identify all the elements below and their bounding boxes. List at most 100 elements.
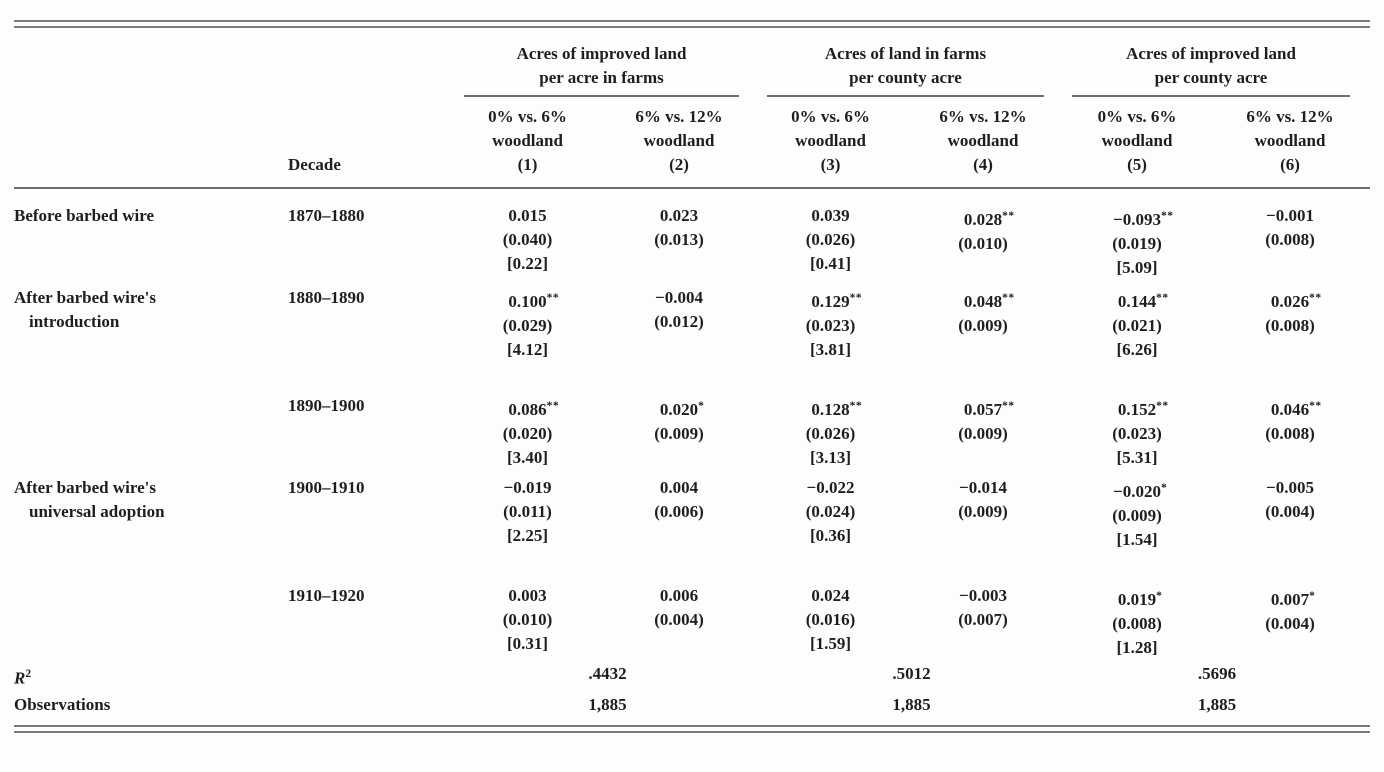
- coefficient: 0.026: [1270, 292, 1310, 311]
- standard-error: (0.016): [805, 610, 856, 629]
- estimate-cell: 0.024 (0.016) [1.59]: [759, 552, 902, 660]
- standard-error: (0.008): [1265, 424, 1315, 443]
- group-title-line1: Acres of improved land: [516, 44, 687, 63]
- t-statistic: [0.31]: [506, 634, 549, 653]
- group-title-line2: per acre in farms: [539, 68, 664, 87]
- group-title-line2: per county acre: [1154, 68, 1268, 87]
- coefficient: 0.144: [1117, 292, 1157, 311]
- column-header-1: 0% vs. 6% woodland (1): [456, 97, 599, 189]
- column-contrast: 0% vs. 6%: [791, 107, 870, 126]
- estimate-cell: −0.004 (0.012): [599, 280, 759, 362]
- standard-error: (0.020): [502, 424, 553, 443]
- column-number: (5): [1127, 155, 1147, 174]
- row-label-line1: Before barbed wire: [14, 206, 155, 225]
- coefficient: 0.048: [963, 292, 1003, 311]
- coefficient: −0.019: [503, 478, 552, 497]
- empty-header-cell: [14, 28, 288, 97]
- column-variable: woodland: [1101, 131, 1173, 150]
- row-label-line1: After barbed wire's: [14, 478, 156, 497]
- estimate-cell: −0.019 (0.011) [2.25]: [456, 470, 599, 552]
- standard-error: (0.013): [654, 230, 704, 249]
- standard-error: (0.004): [1265, 502, 1315, 521]
- coefficient: −0.005: [1266, 478, 1314, 497]
- estimate-cell: −0.001 (0.008): [1210, 188, 1370, 280]
- t-statistic: [0.36]: [809, 526, 852, 545]
- estimate-cell: 0.152** (0.023) [5.31]: [1064, 362, 1210, 470]
- estimate-cell: 0.100** (0.029) [4.12]: [456, 280, 599, 362]
- t-statistic: [0.41]: [809, 254, 852, 273]
- coefficient: 0.152: [1117, 400, 1157, 419]
- column-header-4: 6% vs. 12% woodland (4): [902, 97, 1064, 189]
- column-header-5: 0% vs. 6% woodland (5): [1064, 97, 1210, 189]
- column-variable: woodland: [1254, 131, 1326, 150]
- table-row-1900-1910: After barbed wire's universal adoption 1…: [14, 470, 1370, 552]
- standard-error: (0.009): [958, 316, 1008, 335]
- column-number: (1): [517, 155, 538, 174]
- column-variable: woodland: [492, 131, 563, 150]
- group-header-improved-per-farm-acre: Acres of improved land per acre in farms: [456, 28, 759, 97]
- standard-error: (0.010): [958, 234, 1008, 253]
- estimate-cell: 0.129** (0.023) [3.81]: [759, 280, 902, 362]
- estimate-cell: −0.003 (0.007): [902, 552, 1064, 660]
- standard-error: (0.029): [502, 316, 553, 335]
- estimate-cell: 0.048** (0.009): [902, 280, 1064, 362]
- estimate-cell: 0.144** (0.021) [6.26]: [1064, 280, 1210, 362]
- empty-header-cell: [288, 28, 456, 97]
- standard-error: (0.004): [1265, 614, 1315, 633]
- column-number: (6): [1280, 155, 1300, 174]
- coefficient: 0.129: [811, 292, 850, 311]
- t-statistic: [5.31]: [1116, 448, 1158, 467]
- column-contrast: 6% vs. 12%: [635, 107, 723, 126]
- column-header-row: Decade 0% vs. 6% woodland (1) 6% vs. 12%…: [14, 97, 1370, 189]
- coefficient: 0.019: [1117, 590, 1157, 609]
- decade-value: 1880–1890: [288, 288, 365, 307]
- table-bottom-rule: [14, 724, 1370, 733]
- table-row-1890-1900: 1890–1900 0.086** (0.020) [3.40] 0.020* …: [14, 362, 1370, 470]
- coefficient: 0.020: [659, 400, 699, 419]
- observations-label: Observations: [14, 694, 111, 714]
- column-contrast: 0% vs. 6%: [1097, 107, 1177, 126]
- estimate-cell: −0.022 (0.024) [0.36]: [759, 470, 902, 552]
- row-label: [14, 362, 288, 470]
- regression-table-container: Acres of improved land per acre in farms…: [14, 20, 1370, 733]
- estimate-cell: −0.005 (0.004): [1210, 470, 1370, 552]
- r-squared-row: R2 .4432 .5012 .5696: [14, 660, 1370, 691]
- group-title-line1: Acres of land in farms: [824, 44, 987, 63]
- empty-header-cell: [14, 97, 288, 189]
- coefficient: 0.046: [1270, 400, 1310, 419]
- standard-error: (0.009): [958, 502, 1008, 521]
- standard-error: (0.026): [805, 424, 856, 443]
- estimate-cell: −0.093** (0.019) [5.09]: [1064, 188, 1210, 280]
- standard-error: (0.021): [1112, 316, 1162, 335]
- estimate-cell: 0.019* (0.008) [1.28]: [1064, 552, 1210, 660]
- column-header-3: 0% vs. 6% woodland (3): [759, 97, 902, 189]
- standard-error: (0.009): [1112, 506, 1162, 525]
- group-header-improved-per-county-acre: Acres of improved land per county acre: [1064, 28, 1370, 97]
- t-statistic: [2.25]: [506, 526, 549, 545]
- estimate-cell: −0.020* (0.009) [1.54]: [1064, 470, 1210, 552]
- coefficient: −0.020: [1113, 482, 1161, 501]
- standard-error: (0.023): [805, 316, 856, 335]
- estimate-cell: 0.006 (0.004): [599, 552, 759, 660]
- estimate-cell: 0.046** (0.008): [1210, 362, 1370, 470]
- row-label-line1: After barbed wire's: [14, 288, 156, 307]
- table-row-1910-1920: 1910–1920 0.003 (0.010) [0.31] 0.006 (0.…: [14, 552, 1370, 660]
- coefficient: 0.006: [659, 586, 699, 605]
- table-row-1880-1890: After barbed wire's introduction 1880–18…: [14, 280, 1370, 362]
- coefficient: 0.028: [963, 210, 1003, 229]
- standard-error: (0.010): [502, 610, 553, 629]
- coefficient: −0.014: [959, 478, 1007, 497]
- group-header-farmland-per-county-acre: Acres of land in farms per county acre: [759, 28, 1064, 97]
- row-label: [14, 552, 288, 660]
- r-squared-value-group3: .5696: [1197, 664, 1237, 683]
- column-contrast: 6% vs. 12%: [939, 107, 1027, 126]
- coefficient: 0.007: [1270, 590, 1310, 609]
- coefficient: 0.086: [508, 400, 547, 419]
- group-header-row: Acres of improved land per acre in farms…: [14, 28, 1370, 97]
- standard-error: (0.023): [1112, 424, 1162, 443]
- column-contrast: 6% vs. 12%: [1246, 107, 1334, 126]
- standard-error: (0.011): [503, 502, 552, 521]
- row-label: After barbed wire's universal adoption: [14, 470, 288, 552]
- estimate-cell: 0.057** (0.009): [902, 362, 1064, 470]
- t-statistic: [6.26]: [1116, 340, 1158, 359]
